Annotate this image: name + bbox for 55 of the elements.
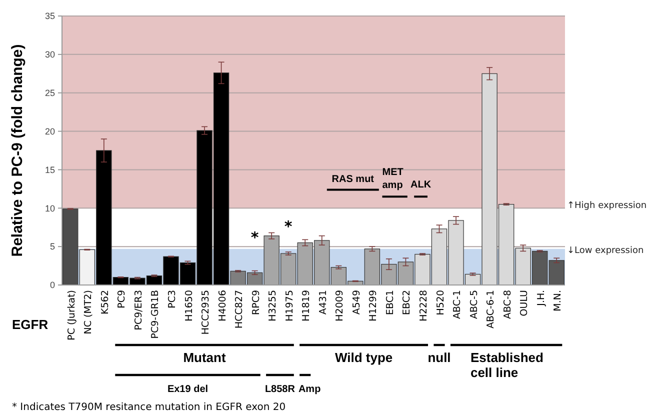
x-tick-label: H1299: [368, 290, 380, 322]
x-tick-label: ABC-8: [502, 290, 514, 319]
x-tick-label: ABC-6-1: [486, 290, 497, 328]
x-tick-label: PC9: [116, 290, 128, 308]
x-tick-label: H3255: [268, 290, 279, 322]
x-tick-label: EBC2: [402, 290, 413, 316]
y-axis-title: Relative to PC-9 (fold change): [9, 44, 26, 257]
x-tick-label: NC (MT2): [83, 290, 94, 334]
x-tick-label: OULU: [519, 290, 530, 316]
x-tick-label: H1975: [284, 290, 296, 322]
text: null: [428, 350, 451, 365]
x-tick-label: EBC1: [384, 290, 396, 316]
x-tick-label: A431: [318, 290, 329, 315]
text: * Indicates T790M resitance mutation in EGFR exon 20: [12, 402, 286, 413]
x-tick-label: H4006: [217, 290, 228, 322]
text: EGFR: [12, 317, 49, 332]
text: Established cell line: [470, 350, 544, 380]
x-tick-label: PC9/ER3: [133, 290, 144, 330]
band-label: ↓Low expression: [567, 246, 644, 256]
annotation: *: [284, 218, 292, 236]
text: Amp: [298, 384, 321, 395]
annotation: *: [250, 228, 259, 246]
y-tick-label: 5: [50, 242, 55, 252]
text: L858R: [264, 384, 296, 395]
annotation: MET amp: [382, 167, 404, 192]
annotation: ALK: [410, 179, 432, 190]
x-tick-label: RPC9: [250, 290, 262, 316]
text: Ex19 del: [167, 384, 208, 395]
y-tick-label: 25: [44, 88, 55, 98]
x-tick-label: HCC827: [234, 290, 246, 329]
annotation: RAS mut: [332, 174, 375, 186]
x-tick-label: HCC2935: [200, 290, 212, 335]
y-tick-label: 35: [44, 11, 55, 22]
x-tick-label: A549: [351, 290, 362, 315]
text: Wild type: [334, 350, 393, 365]
x-tick-label: H520: [435, 290, 446, 316]
x-tick-label: ABC-5: [468, 290, 480, 319]
x-tick-label: PC9-GR1B: [150, 290, 162, 339]
y-tick-label: 30: [44, 50, 55, 60]
y-tick-label: 0: [50, 280, 55, 290]
x-tick-label: M.N.: [552, 290, 564, 312]
x-tick-label: PC3: [166, 290, 178, 308]
x-tick-label: ABC-1: [452, 290, 464, 319]
x-tick-label: H1650: [184, 290, 195, 322]
y-tick-label: 15: [44, 164, 55, 175]
x-tick-label: H1819: [301, 290, 312, 322]
band-label: ↑High expression: [567, 201, 647, 212]
x-tick-label: H2009: [334, 290, 346, 322]
x-tick-label: J.H.: [536, 290, 547, 307]
text: Mutant: [183, 350, 226, 365]
y-tick-label: 20: [44, 126, 55, 136]
x-tick-label: PC (Jurkat): [66, 290, 78, 340]
x-tick-label: H2228: [418, 290, 430, 322]
y-tick-label: 10: [44, 203, 55, 214]
x-tick-label: K562: [100, 290, 111, 314]
